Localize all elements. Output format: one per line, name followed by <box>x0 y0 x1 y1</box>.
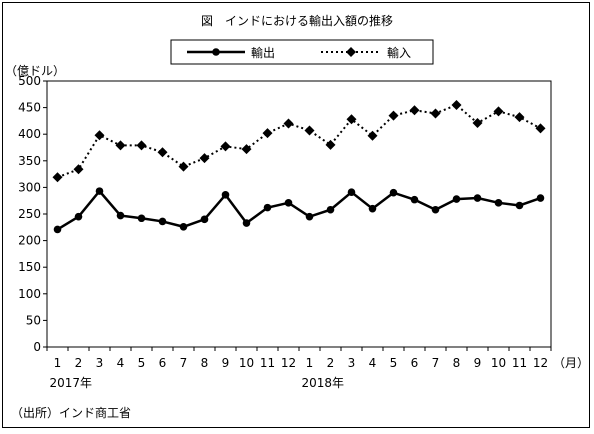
data-point-import <box>514 112 525 123</box>
y-tick-label: 200 <box>18 234 41 248</box>
data-point-export <box>179 222 188 231</box>
data-point-export <box>536 194 545 202</box>
y-tick-label: 50 <box>26 313 41 327</box>
y-tick-label: 0 <box>33 340 41 354</box>
data-point-export <box>137 214 146 223</box>
x-tick-label: 12 <box>281 356 296 370</box>
data-point-import <box>472 118 483 129</box>
x-axis-unit: （月） <box>553 356 589 370</box>
chart-title: 図 インドにおける輸出入額の推移 <box>201 13 393 28</box>
data-point-import <box>430 108 441 119</box>
y-tick-label: 150 <box>18 260 41 274</box>
data-point-export <box>305 212 314 221</box>
legend-label-import: 輸入 <box>387 45 411 60</box>
x-tick-label: 5 <box>390 356 398 370</box>
data-point-import <box>73 164 84 175</box>
data-point-import <box>325 139 336 150</box>
legend: 輸出 輸入 <box>170 39 434 65</box>
y-tick-label: 400 <box>18 127 41 141</box>
x-tick-label: 7 <box>180 356 188 370</box>
data-point-import <box>199 153 210 164</box>
legend-marker-export <box>212 48 220 56</box>
x-tick-label: 7 <box>432 356 440 370</box>
x-tick-label: 1 <box>54 356 62 370</box>
data-point-export <box>158 217 167 226</box>
x-tick-label: 2 <box>75 356 83 370</box>
data-point-export <box>95 187 104 195</box>
data-point-import <box>304 125 315 136</box>
data-point-export <box>53 225 62 234</box>
data-point-export <box>494 199 503 207</box>
data-point-import <box>115 140 126 151</box>
y-tick-label: 450 <box>18 101 41 115</box>
x-tick-label: 4 <box>117 356 125 370</box>
x-tick-label: 6 <box>159 356 167 370</box>
x-tick-label: 9 <box>474 356 482 370</box>
data-point-export <box>368 204 377 213</box>
data-point-export <box>452 195 461 203</box>
chart-frame: 図 インドにおける輸出入額の推移 輸出 輸入 （億ドル） 0 50 100 150 20… <box>2 2 590 428</box>
data-point-export <box>284 199 293 207</box>
data-point-import <box>157 147 168 158</box>
x-tick-label: 12 <box>533 356 548 370</box>
data-point-import <box>94 130 105 141</box>
data-point-export <box>242 219 251 227</box>
data-point-export <box>326 205 335 214</box>
x-tick-label: 2 <box>327 356 335 370</box>
data-point-export <box>347 188 356 196</box>
x-tick-label: 11 <box>512 356 527 370</box>
x-tick-label: 6 <box>411 356 419 370</box>
x-tick-label: 5 <box>138 356 146 370</box>
data-point-export <box>389 188 398 197</box>
x-tick-label: 8 <box>453 356 461 370</box>
series-line-import <box>57 103 541 179</box>
data-point-import <box>409 105 420 116</box>
data-point-export <box>515 201 524 210</box>
y-axis-label: （億ドル） <box>5 64 65 78</box>
series-line-export <box>56 189 541 231</box>
x-tick-label: 3 <box>348 356 356 370</box>
x-tick-label: 10 <box>491 356 506 370</box>
data-point-import <box>178 161 189 172</box>
data-point-import <box>241 144 252 155</box>
data-point-import <box>388 110 399 121</box>
data-point-import <box>52 172 63 183</box>
data-point-export <box>263 203 272 212</box>
data-point-import <box>493 106 504 117</box>
data-point-import <box>283 118 294 129</box>
y-tick-label: 500 <box>18 74 41 88</box>
data-point-export <box>431 205 440 214</box>
data-point-export <box>473 194 482 202</box>
y-tick-label: 350 <box>18 154 41 168</box>
legend-label-export: 輸出 <box>251 45 275 60</box>
legend-marker-import <box>346 47 356 57</box>
y-tick-label: 300 <box>18 180 41 194</box>
x-tick-label: 9 <box>222 356 230 370</box>
data-point-import <box>346 114 357 125</box>
data-point-export <box>200 215 209 224</box>
year-label: 2017年 <box>50 376 93 390</box>
data-point-export <box>116 211 125 220</box>
y-tick-label: 100 <box>18 287 41 301</box>
data-point-export <box>221 191 230 199</box>
data-point-import <box>451 99 462 110</box>
year-label: 2018年 <box>302 376 345 390</box>
source-note: （出所）インド商工省 <box>11 405 131 420</box>
x-tick-label: 10 <box>239 356 254 370</box>
x-tick-label: 3 <box>96 356 104 370</box>
x-tick-label: 11 <box>260 356 275 370</box>
x-tick-label: 8 <box>201 356 209 370</box>
data-point-import <box>136 140 147 151</box>
x-tick-label: 4 <box>369 356 377 370</box>
x-tick-label: 1 <box>306 356 314 370</box>
y-tick-label: 250 <box>18 207 41 221</box>
data-point-import <box>220 141 231 152</box>
data-point-export <box>74 212 83 221</box>
data-point-export <box>410 195 419 204</box>
line-chart: 図 インドにおける輸出入額の推移 輸出 輸入 （億ドル） 0 50 100 150 20… <box>5 13 589 420</box>
data-point-import <box>262 128 273 139</box>
data-point-import <box>535 123 546 134</box>
data-point-import <box>367 130 378 141</box>
